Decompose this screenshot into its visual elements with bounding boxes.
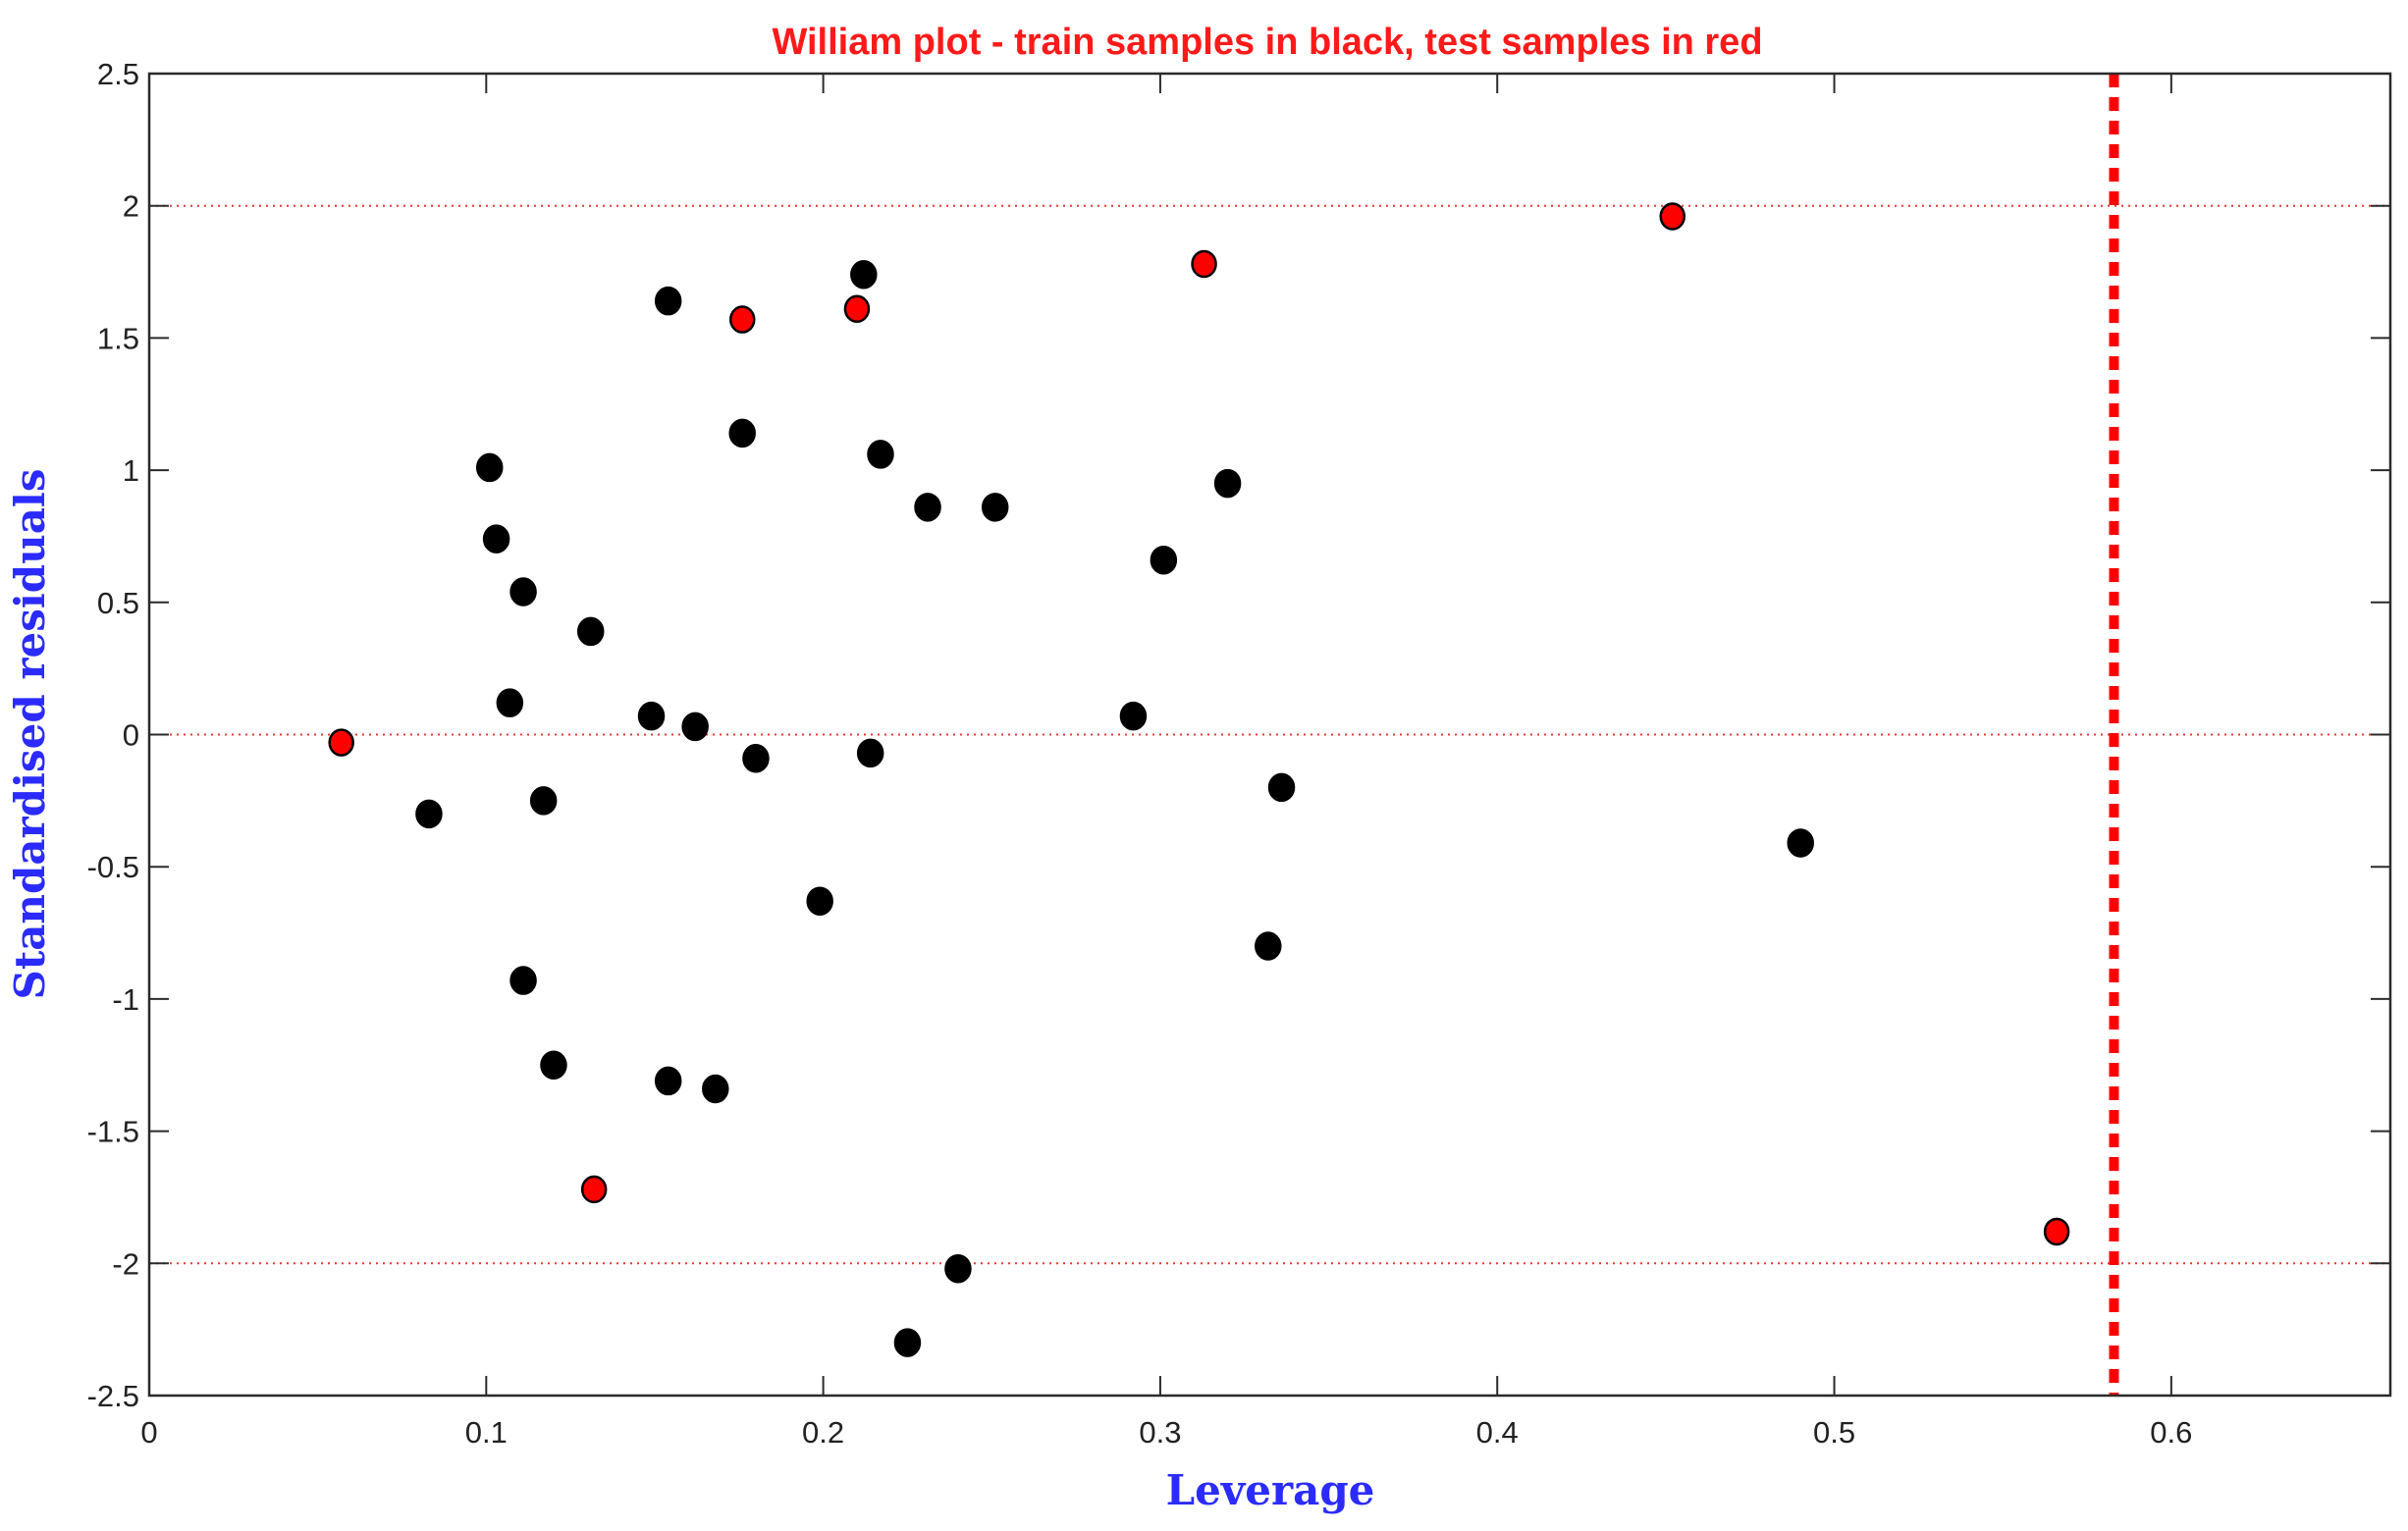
train-sample-point (867, 440, 894, 469)
y-tick-label: -0.5 (87, 850, 139, 884)
plot-frame (147, 72, 2392, 1398)
train-sample-point (509, 577, 537, 607)
y-tick-label: 2 (123, 189, 139, 224)
train-sample-point (576, 616, 605, 647)
data-points (328, 202, 2070, 1357)
train-sample-point (1119, 701, 1148, 731)
x-tick-label: 0.1 (465, 1415, 508, 1450)
train-sample-point (728, 418, 756, 449)
train-sample-point (654, 1066, 682, 1096)
y-tick-label: 0 (123, 718, 139, 753)
y-tick-label: -1 (112, 982, 139, 1017)
train-sample-point (981, 493, 1009, 522)
train-sample-point (856, 738, 884, 768)
train-sample-point (475, 452, 504, 483)
train-sample-point (540, 1050, 567, 1080)
train-sample-point (654, 286, 682, 316)
test-sample-point (580, 1175, 608, 1204)
train-sample-point (944, 1253, 972, 1284)
train-sample-point (509, 966, 537, 995)
y-tick-label: 1 (123, 453, 139, 488)
train-sample-point (1787, 828, 1814, 858)
train-sample-point (496, 688, 524, 717)
train-sample-point (742, 743, 770, 773)
test-sample-point (328, 728, 354, 757)
x-tick-label: 0.6 (2150, 1415, 2192, 1450)
x-axis-label: Leverage (1166, 1466, 1375, 1514)
y-tick-label: 1.5 (97, 321, 139, 355)
x-tick-label: 0.3 (1139, 1415, 1181, 1450)
test-sample-point (728, 305, 756, 334)
train-sample-point (702, 1074, 729, 1104)
x-tick-label: 0.4 (1476, 1415, 1519, 1450)
axis-ticks: 0 0.1 0.2 0.3 0.4 0.5 0.6 2.5 2 1.5 1 0.5 0 -0.5 -1 -1.… (87, 57, 2390, 1450)
train-sample-point (415, 799, 443, 829)
y-tick-label: -2 (112, 1246, 139, 1281)
train-sample-point (1255, 931, 1282, 961)
train-sample-point (1267, 772, 1296, 803)
y-tick-label: -2.5 (87, 1379, 139, 1413)
train-sample-point (637, 701, 666, 731)
y-tick-label: 0.5 (97, 586, 139, 620)
train-sample-point (1150, 545, 1178, 575)
x-tick-label: 0.5 (1813, 1415, 1855, 1450)
train-sample-point (482, 524, 510, 554)
train-sample-point (529, 786, 558, 816)
y-tick-label: 2.5 (97, 57, 139, 91)
train-sample-point (1213, 468, 1242, 499)
x-tick-label: 0.2 (802, 1415, 844, 1450)
chart-title: William plot - train samples in black, t… (772, 22, 1762, 63)
reference-lines (149, 74, 2390, 1396)
test-sample-point (1659, 202, 1686, 231)
train-sample-point (914, 493, 941, 522)
train-sample-point (850, 259, 878, 290)
x-tick-label: 0 (140, 1415, 157, 1450)
train-sample-point (681, 712, 709, 742)
test-sample-point (2043, 1217, 2070, 1246)
test-sample-point (843, 294, 871, 324)
train-sample-point (893, 1328, 922, 1357)
y-tick-label: -1.5 (87, 1115, 139, 1149)
test-sample-point (1191, 249, 1217, 279)
train-sample-point (806, 886, 833, 916)
y-axis-label: Standardised residuals (6, 468, 54, 999)
